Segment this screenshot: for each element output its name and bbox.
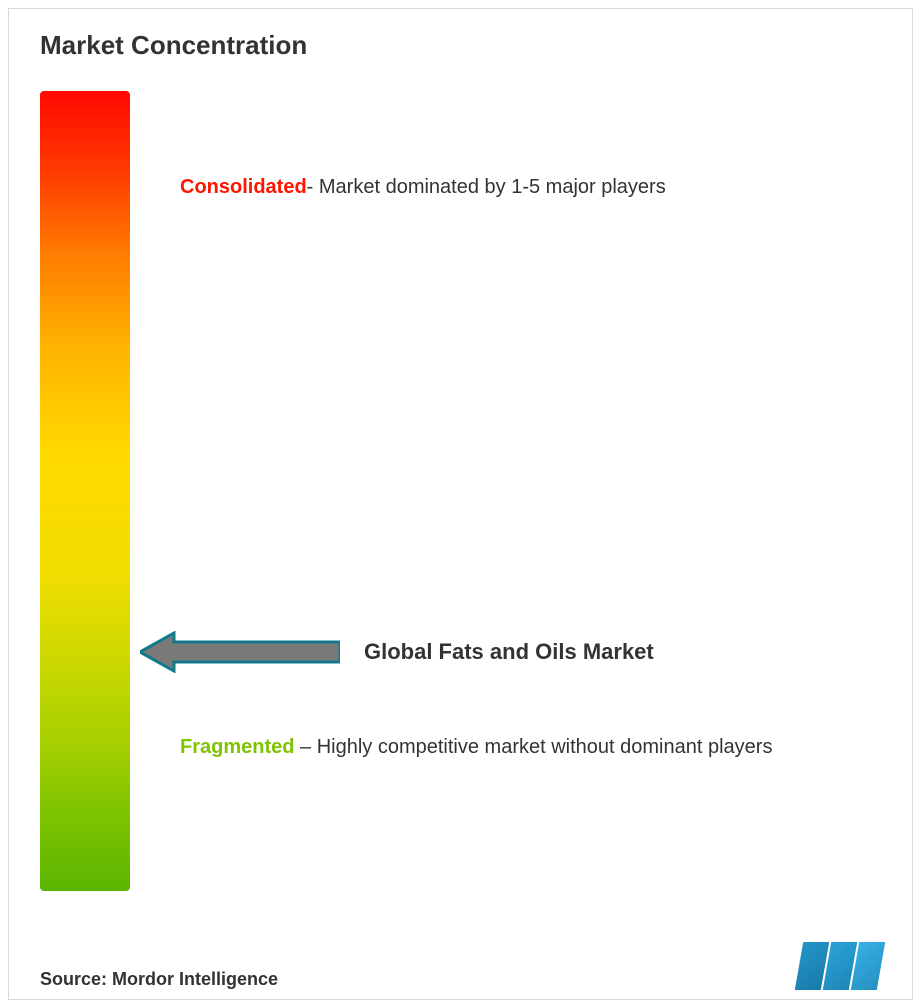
left-arrow-icon	[140, 631, 340, 673]
chart-container: Market Concentration Consolidated- Marke…	[0, 0, 921, 1008]
annotation-fragmented: Fragmented – Highly competitive market w…	[180, 731, 841, 763]
mordor-logo-icon	[799, 942, 881, 990]
chart-title: Market Concentration	[40, 30, 881, 61]
consolidated-label: Consolidated	[180, 176, 307, 198]
footer: Source: Mordor Intelligence	[40, 942, 881, 990]
consolidated-text: - Market dominated by 1-5 major players	[307, 176, 666, 198]
market-name-label: Global Fats and Oils Market	[364, 639, 654, 665]
annotation-consolidated: Consolidated- Market dominated by 1-5 ma…	[180, 171, 841, 203]
market-position-arrow-group: Global Fats and Oils Market	[140, 631, 841, 673]
concentration-gradient-bar	[40, 91, 130, 891]
chart-area: Consolidated- Market dominated by 1-5 ma…	[40, 91, 881, 891]
fragmented-label: Fragmented	[180, 736, 294, 758]
fragmented-text: – Highly competitive market without domi…	[294, 736, 772, 758]
source-attribution: Source: Mordor Intelligence	[40, 969, 278, 990]
